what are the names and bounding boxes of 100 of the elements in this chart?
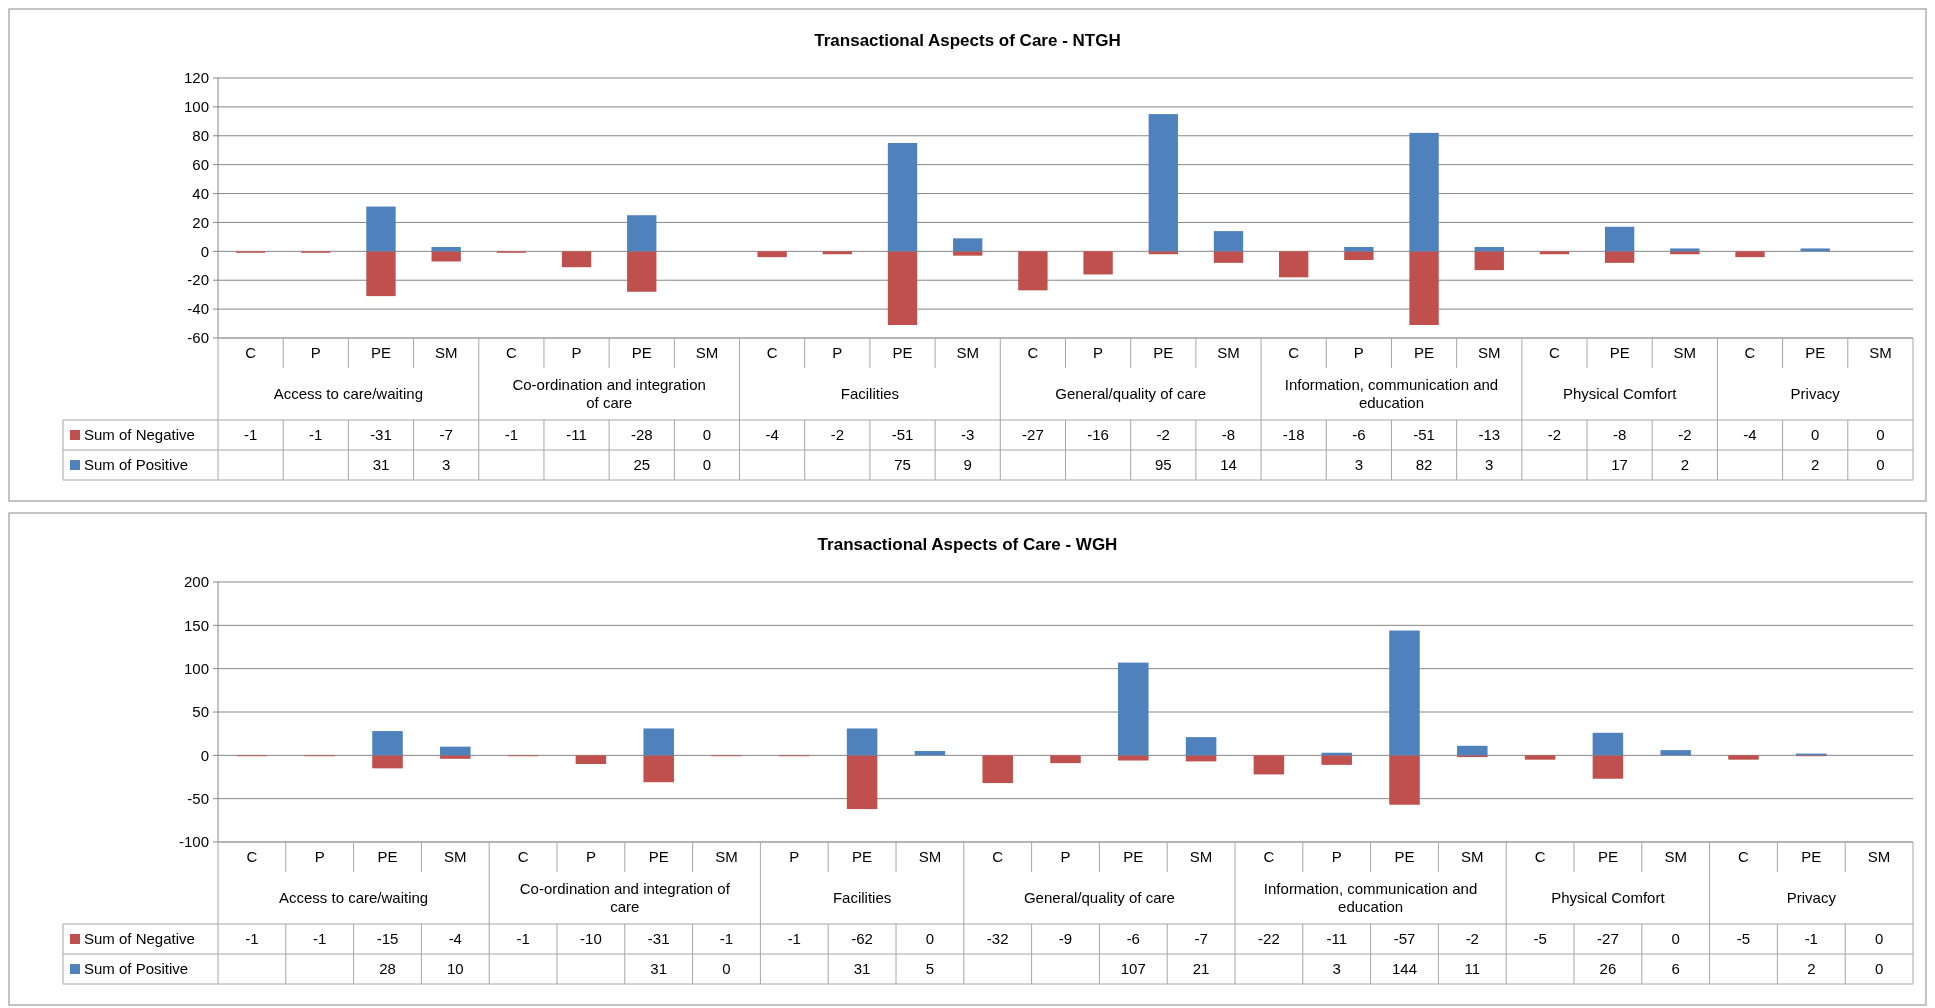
y-tick-label: 0	[200, 242, 209, 260]
bar	[1660, 750, 1691, 756]
legend-label: Sum of Positive	[84, 960, 189, 978]
data-label: 3	[442, 456, 451, 474]
data-label: -31	[370, 426, 392, 444]
y-tick-label: 200	[183, 573, 209, 591]
text: Access to care/waiting	[278, 889, 429, 907]
x-tick-label: SM	[1664, 848, 1687, 866]
x-tick-label: C	[1738, 848, 1750, 866]
bar	[1018, 251, 1048, 291]
bar	[1185, 737, 1217, 756]
data-label: 3	[1332, 960, 1341, 978]
y-tick-label: 20	[192, 213, 209, 231]
data-label: 0	[1876, 426, 1885, 444]
data-label: -6	[1352, 426, 1366, 444]
x-tick-label: SM	[1478, 344, 1501, 362]
x-tick-label: SM	[1189, 848, 1213, 866]
bar	[953, 238, 983, 252]
data-label: -11	[1326, 930, 1347, 948]
bar	[643, 755, 674, 783]
data-label: 28	[379, 960, 396, 978]
data-label: -9	[1058, 930, 1073, 948]
bar	[1409, 251, 1439, 325]
data-label: 11	[1464, 960, 1481, 978]
data-label: 21	[1192, 960, 1210, 978]
x-tick-label: SM	[715, 848, 738, 866]
x-tick-label: C	[1534, 848, 1546, 866]
y-tick-label: 150	[183, 616, 209, 634]
legend-label: Sum of Positive	[84, 456, 189, 474]
data-label: 2	[1680, 456, 1689, 474]
data-label: -4	[448, 930, 462, 948]
bar	[1148, 251, 1178, 255]
y-tick-label: -60	[187, 329, 209, 347]
bar	[372, 755, 403, 769]
data-label: 2	[1807, 960, 1816, 978]
text: Co-ordination and integration of care	[512, 376, 706, 412]
text: Facilities	[832, 889, 892, 907]
data-label: -2	[1678, 426, 1692, 444]
x-tick-label: C	[1744, 344, 1756, 362]
y-tick-label: -40	[187, 300, 209, 318]
data-label: -1	[313, 930, 327, 948]
chart-title: Transactional Aspects of Care - NTGH	[814, 31, 1121, 50]
data-label: 82	[1415, 456, 1433, 474]
data-label: -51	[1413, 426, 1435, 444]
x-tick-label: P	[1093, 344, 1104, 362]
bar	[1409, 132, 1439, 252]
data-label: -1	[719, 930, 734, 948]
legend-label: Sum of Negative	[84, 930, 195, 948]
y-tick-label: 60	[192, 155, 209, 173]
bar	[1728, 755, 1759, 760]
data-label: -28	[630, 426, 653, 444]
bar	[1344, 251, 1374, 260]
data-label: 0	[722, 960, 731, 978]
x-tick-label: PE	[1153, 344, 1174, 362]
bar	[822, 251, 852, 255]
data-label: -1	[516, 930, 530, 948]
data-label: 31	[650, 960, 668, 978]
x-tick-label: PE	[1805, 344, 1826, 362]
y-tick-label: -50	[187, 789, 209, 807]
data-label: -11	[566, 426, 587, 444]
bar	[1592, 732, 1624, 756]
text: Information, communication and education	[1263, 880, 1478, 916]
text: General/quality of care	[1023, 889, 1175, 907]
bar	[366, 206, 396, 252]
bar	[1118, 662, 1149, 756]
y-tick-label: 100	[183, 659, 209, 677]
data-label: -2	[1547, 426, 1562, 444]
data-label: -1	[309, 426, 323, 444]
data-label: -1	[787, 930, 801, 948]
x-tick-label: P	[571, 344, 582, 362]
data-label: -18	[1282, 426, 1305, 444]
bar	[1592, 755, 1624, 779]
x-tick-label: C	[246, 848, 258, 866]
x-tick-label: SM	[1217, 344, 1240, 362]
data-label: 0	[1874, 930, 1884, 948]
bar	[1148, 114, 1178, 252]
x-tick-label: C	[1263, 848, 1275, 866]
x-tick-label: C	[1288, 344, 1300, 362]
bar	[575, 755, 607, 764]
x-tick-label: SM	[434, 344, 458, 362]
y-tick-label: 120	[183, 69, 209, 87]
x-tick-label: C	[1549, 344, 1561, 362]
data-label: 95	[1154, 456, 1172, 474]
bar	[431, 251, 461, 262]
bar	[1539, 251, 1570, 255]
y-tick-label: 0	[200, 746, 209, 764]
data-label: 14	[1220, 456, 1237, 474]
data-label: -3	[961, 426, 975, 444]
bar	[887, 143, 918, 252]
x-tick-label: C	[517, 848, 529, 866]
x-tick-label: P	[314, 848, 325, 866]
data-label: 3	[1354, 456, 1364, 474]
data-label: 0	[1811, 426, 1820, 444]
data-label: 107	[1120, 960, 1146, 978]
bar	[1389, 755, 1420, 805]
bar	[1213, 251, 1244, 263]
data-label: -6	[1126, 930, 1140, 948]
x-tick-label: P	[1353, 344, 1364, 362]
text: Facilities	[840, 385, 900, 403]
data-label: 5	[925, 960, 935, 978]
